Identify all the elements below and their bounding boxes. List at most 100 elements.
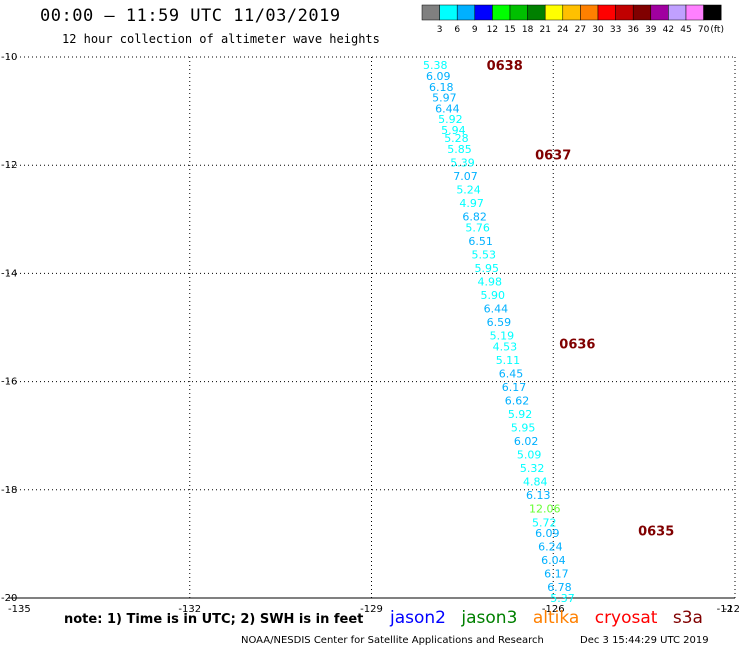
wave-height-value: 6.13 bbox=[526, 489, 551, 502]
wave-height-value: 7.07 bbox=[453, 170, 478, 183]
x-tick-label: -126 bbox=[542, 604, 565, 615]
y-tick-label: -16 bbox=[1, 377, 17, 388]
wave-height-value: 5.92 bbox=[508, 408, 533, 421]
wave-height-value: 5.97 bbox=[432, 92, 457, 105]
wave-height-value: 6.17 bbox=[544, 568, 569, 581]
wave-height-value: 5.85 bbox=[447, 143, 472, 156]
legend-altika: altika bbox=[532, 608, 580, 628]
colorbar-label: 6 bbox=[454, 25, 460, 35]
colorbar-swatch bbox=[474, 4, 493, 21]
wave-height-value: 5.28 bbox=[444, 132, 469, 145]
x-tick-label: -135 bbox=[8, 604, 31, 615]
wave-height-value: 4.84 bbox=[523, 476, 548, 489]
wave-height-value: 5.11 bbox=[496, 354, 520, 367]
colorbar-label: 21 bbox=[539, 25, 550, 35]
wave-height-value: 5.53 bbox=[471, 248, 496, 261]
wave-height-value: 5.24 bbox=[456, 184, 481, 197]
colorbar-swatch bbox=[492, 4, 511, 21]
wave-height-value: 5.19 bbox=[490, 330, 515, 343]
x-tick-label: -129 bbox=[360, 604, 383, 615]
colorbar-label: 39 bbox=[645, 25, 657, 35]
wave-height-value: 5.95 bbox=[511, 422, 536, 435]
colorbar-swatch bbox=[527, 4, 546, 21]
colorbar-label: 12 bbox=[487, 25, 498, 35]
y-tick-label: -18 bbox=[1, 485, 17, 496]
wave-height-value: 6.44 bbox=[484, 303, 509, 316]
wave-height-value: 5.90 bbox=[481, 289, 506, 302]
wave-height-value: 5.37 bbox=[550, 592, 575, 605]
legend-cryosat: cryosat bbox=[594, 608, 658, 628]
wave-height-value: 6.09 bbox=[535, 527, 560, 540]
colorbar-swatch bbox=[439, 4, 458, 21]
credit-text: NOAA/NESDIS Center for Satellite Applica… bbox=[241, 635, 544, 646]
y-tick-label: -12 bbox=[1, 160, 17, 171]
colorbar-label: 45 bbox=[680, 25, 691, 35]
wave-height-value: 6.45 bbox=[499, 367, 523, 380]
colorbar-swatch bbox=[597, 4, 616, 21]
wave-height-value: 6.09 bbox=[426, 70, 451, 83]
time-label: 0635 bbox=[638, 524, 674, 539]
wave-height-value: 5.72 bbox=[532, 516, 557, 529]
colorbar-label: 70 bbox=[698, 25, 710, 35]
wave-height-value: 4.98 bbox=[478, 276, 503, 289]
x-tick-label: -12 bbox=[717, 604, 733, 615]
colorbar-label: 36 bbox=[627, 25, 639, 35]
colorbar-swatch bbox=[509, 4, 528, 21]
wave-height-value: 6.51 bbox=[468, 235, 493, 248]
wave-height-value: 5.39 bbox=[450, 156, 475, 169]
legend-jason2: jason2 bbox=[390, 608, 446, 628]
wave-height-value: 6.78 bbox=[547, 581, 572, 594]
y-tick-label: -14 bbox=[1, 268, 17, 279]
wave-height-value: 6.62 bbox=[505, 395, 530, 408]
wave-height-value: 4.53 bbox=[493, 340, 517, 353]
colorbar-label: 3 bbox=[437, 25, 443, 35]
y-tick-label: -20 bbox=[1, 593, 17, 604]
wave-height-value: 6.04 bbox=[541, 554, 566, 567]
wave-height-value: 5.92 bbox=[438, 113, 463, 126]
wave-height-value: 5.94 bbox=[441, 124, 466, 137]
time-labels: 0638 0637 0636 0635 bbox=[487, 59, 675, 539]
colorbar-label: 15 bbox=[504, 25, 515, 35]
wave-height-value: 4.97 bbox=[459, 197, 484, 210]
wave-height-value: 5.32 bbox=[520, 462, 545, 475]
colorbar-label: 9 bbox=[472, 25, 478, 35]
wave-height-value: 6.17 bbox=[502, 381, 526, 394]
colorbar-swatch bbox=[456, 4, 476, 21]
colorbar-label: 33 bbox=[610, 25, 621, 35]
wave-height-points: 5.386.096.185.976.445.925.945.285.855.39… bbox=[423, 59, 575, 605]
grid bbox=[8, 56, 736, 599]
colorbar-swatch bbox=[703, 4, 722, 21]
chart-title: 00:00 – 11:59 UTC 11/03/2019 bbox=[40, 6, 341, 26]
wave-height-value: 6.82 bbox=[462, 211, 487, 224]
wave-height-value: 6.18 bbox=[429, 81, 454, 94]
colorbar-swatch bbox=[544, 4, 564, 21]
wave-height-value: 5.38 bbox=[423, 59, 448, 72]
wave-height-value: 6.44 bbox=[435, 102, 460, 115]
axis-ticks: -135-132-129-126-123-12-10-12-14-16-18-2… bbox=[1, 52, 740, 615]
colorbar-label: 18 bbox=[522, 25, 534, 35]
colorbar-label: 30 bbox=[592, 25, 604, 35]
colorbar-label: 24 bbox=[557, 25, 569, 35]
wave-height-value: 5.09 bbox=[517, 449, 542, 462]
legend-jason3: jason3 bbox=[461, 608, 518, 628]
wave-height-value: 5.95 bbox=[474, 262, 499, 275]
chart-subtitle: 12 hour collection of altimeter wave hei… bbox=[62, 32, 380, 46]
colorbar-swatch bbox=[632, 4, 652, 21]
wave-height-value: 6.59 bbox=[487, 316, 512, 329]
colorbar-swatch bbox=[685, 4, 704, 21]
x-tick-label: -123 bbox=[724, 604, 740, 615]
colorbar-label: (ft) bbox=[710, 25, 724, 35]
wave-height-value: 12.06 bbox=[529, 503, 561, 516]
colorbar-swatch bbox=[615, 4, 634, 21]
time-label: 0638 bbox=[487, 59, 523, 74]
colorbar: 3 6 9 12 15 18 21 24 27 30 33 36 39 42 45 70 (ft) bbox=[421, 4, 724, 35]
colorbar-label: 27 bbox=[575, 25, 586, 35]
time-label: 0636 bbox=[559, 338, 595, 353]
wave-height-value: 6.02 bbox=[514, 435, 539, 448]
x-tick-label: -132 bbox=[178, 604, 201, 615]
wave-height-value: 5.76 bbox=[465, 221, 490, 234]
colorbar-swatch bbox=[562, 4, 581, 21]
satellite-legend: jason2 jason3 altika cryosat s3a bbox=[390, 608, 713, 628]
colorbar-label: 42 bbox=[663, 25, 674, 35]
